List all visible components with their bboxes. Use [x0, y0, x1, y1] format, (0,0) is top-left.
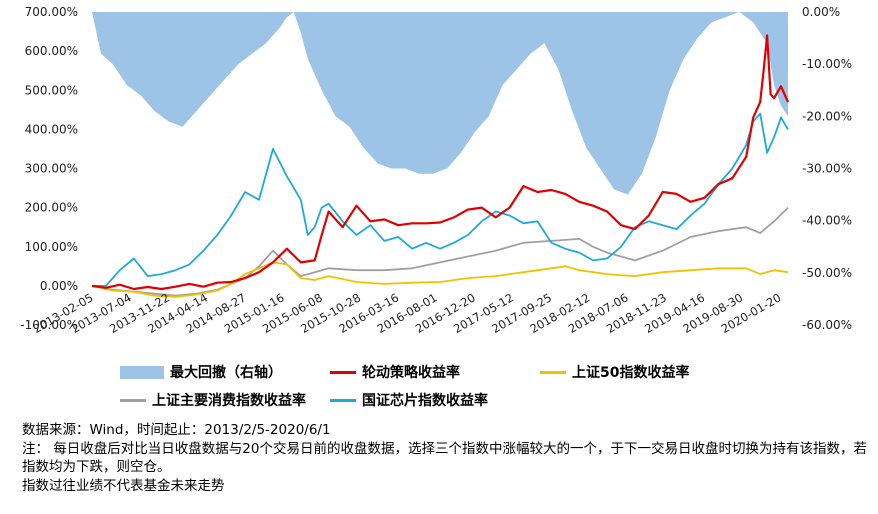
legend-label-drawdown: 最大回撤（右轴）	[170, 365, 282, 381]
series-line-rotation	[91, 34, 790, 291]
legend-swatch-consumer	[120, 398, 146, 402]
legend-row-2: 上证主要消费指数收益率 国证芯片指数收益率	[120, 386, 840, 414]
legend-item-rotation: 轮动策略收益率	[330, 362, 540, 382]
left-axis-ticks: 700.00% 600.00% 500.00% 400.00% 300.00% 200.0…	[20, 5, 78, 332]
right-axis-tick-label: 0.00%	[802, 5, 840, 19]
left-axis-tick-label: 400.00%	[25, 122, 78, 136]
legend-swatch-sz50	[540, 370, 566, 374]
legend-label-rotation: 轮动策略收益率	[362, 365, 460, 381]
legend-item-drawdown: 最大回撤（右轴）	[120, 362, 330, 382]
legend-label-consumer: 上证主要消费指数收益率	[152, 393, 306, 409]
legend: 最大回撤（右轴） 轮动策略收益率 上证50指数收益率 上证主要消费指数收益率 国…	[120, 358, 840, 414]
line-series-layer	[91, 34, 790, 298]
left-axis-tick-label: 300.00%	[25, 162, 78, 176]
notes-block: 数据来源：Wind，时间起止：2013/2/5-2020/6/1 注： 每日收盘…	[22, 421, 872, 495]
series-area-drawdown	[92, 12, 788, 195]
series-line-chip	[92, 112, 789, 287]
left-axis-tick-label: 200.00%	[25, 201, 78, 215]
data-source-text: 数据来源：Wind，时间起止：2013/2/5-2020/6/1	[22, 422, 331, 438]
left-axis-tick-label: 100.00%	[25, 240, 78, 254]
x-axis-ticks: 2013-02-052013-07-042013-11-222014-04-14…	[31, 290, 784, 336]
methodology-note: 注： 每日收盘后对比当日收盘数据与20个交易日前的收盘数据，选择三个指数中涨幅较…	[22, 440, 867, 476]
left-axis-tick-label: 600.00%	[25, 44, 78, 58]
right-axis-tick-label: -40.00%	[802, 214, 852, 228]
right-axis-ticks: 0.00% -10.00% -20.00% -30.00% -40.00% -50.00%…	[802, 5, 852, 332]
legend-swatch-chip	[330, 398, 356, 402]
legend-label-chip: 国证芯片指数收益率	[362, 393, 488, 409]
right-axis-tick-label: -50.00%	[802, 266, 852, 280]
legend-item-sz50: 上证50指数收益率	[540, 362, 689, 382]
legend-item-chip: 国证芯片指数收益率	[330, 390, 488, 410]
series-line-sz50	[91, 261, 789, 298]
chart-canvas: 700.00% 600.00% 500.00% 400.00% 300.00% 200.0…	[20, 5, 852, 336]
drawdown-area-layer	[92, 12, 788, 195]
right-axis-tick-label: -20.00%	[802, 109, 852, 123]
left-axis-tick-label: 500.00%	[25, 83, 78, 97]
left-axis-tick-label: 700.00%	[25, 5, 78, 19]
legend-swatch-drawdown	[120, 365, 164, 379]
legend-row-1: 最大回撤（右轴） 轮动策略收益率 上证50指数收益率	[120, 358, 840, 386]
legend-label-sz50: 上证50指数收益率	[572, 365, 690, 381]
right-axis-tick-label: -10.00%	[802, 57, 852, 71]
legend-item-consumer: 上证主要消费指数收益率	[120, 390, 330, 410]
legend-swatch-rotation	[330, 370, 356, 374]
right-axis-tick-label: -30.00%	[802, 162, 852, 176]
right-axis-tick-label: -60.00%	[802, 318, 852, 332]
left-axis-tick-label: 0.00%	[40, 279, 78, 293]
disclaimer-text: 指数过往业绩不代表基金未来走势	[22, 477, 225, 494]
left-axis-tick-label: -100.00%	[20, 318, 78, 332]
